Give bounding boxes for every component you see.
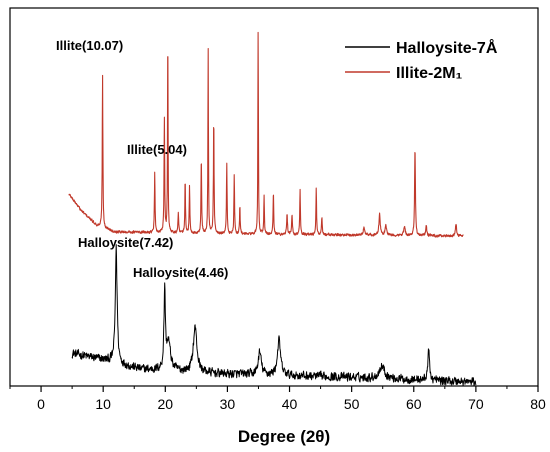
peak-annotations: Illite(10.07) Illite(5.04) Halloysite(7.… [56, 38, 228, 280]
x-tick-label: 50 [344, 396, 360, 412]
x-tick-label: 10 [95, 396, 111, 412]
legend-label-halloysite: Halloysite-7Å [396, 38, 498, 57]
legend: Halloysite-7Å Illite-2M₁ [345, 38, 498, 82]
plot-border [9, 7, 539, 387]
x-tick-label: 30 [220, 396, 236, 412]
x-axis-ticks: 0 10 20 30 40 50 60 70 80 [9, 386, 546, 412]
annotation-halloysite-742: Halloysite(7.42) [78, 235, 173, 250]
x-axis-title: Degree (2θ) [238, 427, 330, 446]
x-tick-label: 0 [37, 396, 45, 412]
x-tick-label: 70 [468, 396, 484, 412]
legend-label-illite: Illite-2M₁ [396, 65, 463, 82]
x-tick-label: 20 [158, 396, 174, 412]
plot-frame [9, 7, 539, 387]
x-tick-label: 40 [282, 396, 298, 412]
series-line-halloysite [71, 244, 477, 386]
annotation-halloysite-446: Halloysite(4.46) [133, 265, 228, 280]
x-tick-label: 80 [530, 396, 546, 412]
annotation-illite-5: Illite(5.04) [127, 142, 187, 157]
x-tick-label: 60 [406, 396, 422, 412]
series-layer [68, 31, 477, 386]
annotation-illite-10: Illite(10.07) [56, 38, 123, 53]
series-line-illite [68, 31, 464, 238]
